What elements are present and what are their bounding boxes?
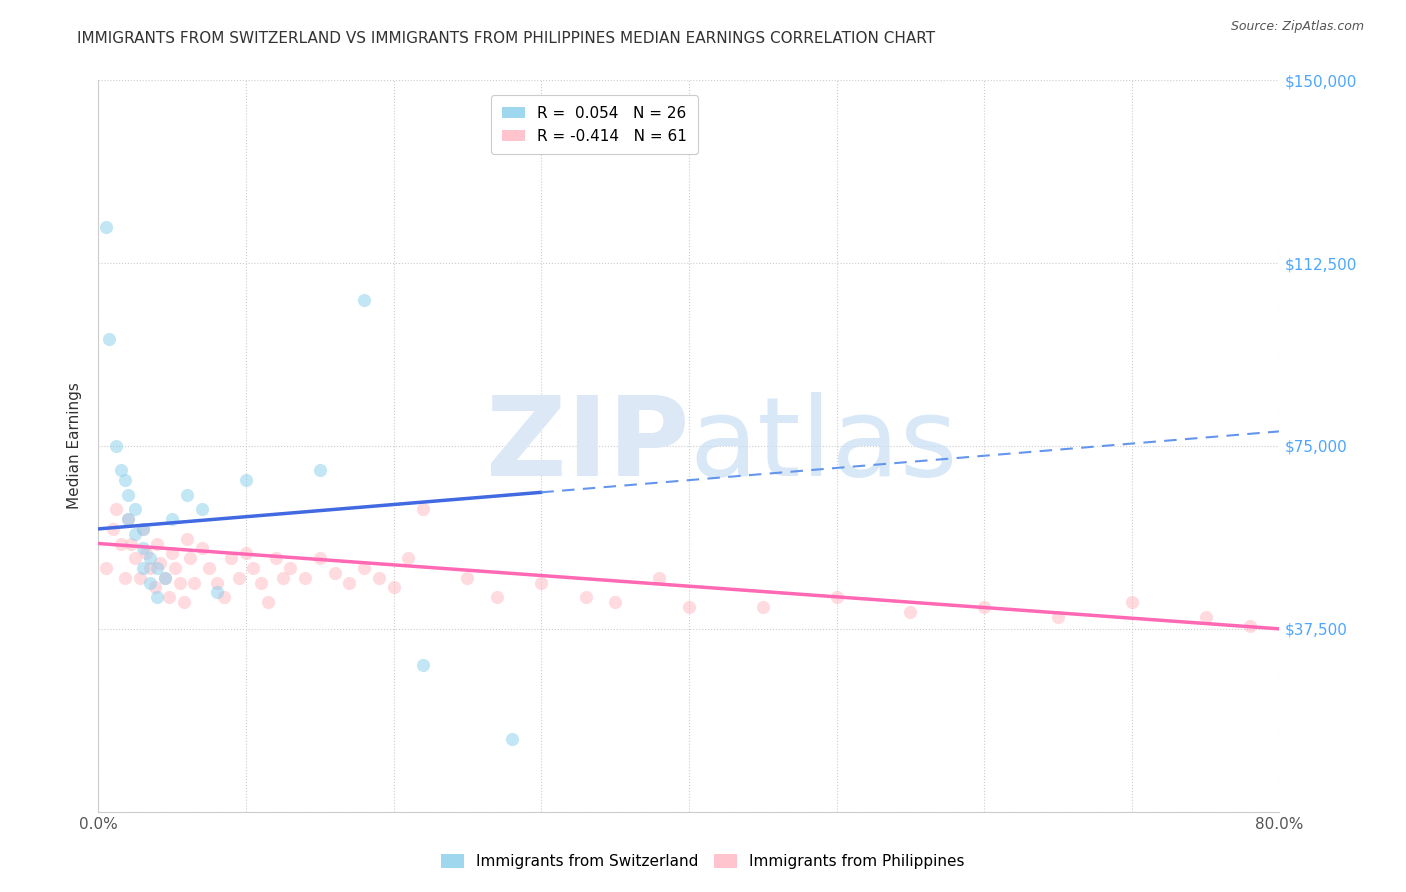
Point (128, 571, 150, 585)
Point (1046, 609, 1070, 624)
Legend: Immigrants from Switzerland, Immigrants from Philippines: Immigrants from Switzerland, Immigrants … (436, 848, 970, 875)
Point (135, 546, 157, 560)
Point (678, 599, 700, 614)
Point (973, 599, 995, 614)
Text: atlas: atlas (689, 392, 957, 500)
Point (139, 561, 162, 575)
Point (191, 541, 214, 556)
Point (146, 590, 169, 604)
Point (530, 575, 553, 590)
Point (165, 561, 187, 575)
Point (139, 551, 162, 566)
Point (752, 599, 775, 614)
Point (368, 571, 391, 585)
Point (205, 585, 228, 599)
Point (250, 575, 273, 590)
Y-axis label: Median Earnings: Median Earnings (67, 383, 83, 509)
Point (648, 571, 671, 585)
Point (132, 522, 155, 536)
Text: IMMIGRANTS FROM SWITZERLAND VS IMMIGRANTS FROM PHILIPPINES MEDIAN EARNINGS CORRE: IMMIGRANTS FROM SWITZERLAND VS IMMIGRANT… (77, 31, 935, 46)
Point (205, 575, 228, 590)
Point (139, 575, 162, 590)
Point (114, 571, 136, 585)
Point (382, 581, 405, 595)
Legend: R =  0.054   N = 26, R = -0.414   N = 61: R = 0.054 N = 26, R = -0.414 N = 61 (491, 95, 697, 154)
Point (146, 561, 169, 575)
Point (183, 575, 205, 590)
Point (153, 571, 176, 585)
Text: Source: ZipAtlas.com: Source: ZipAtlas.com (1230, 20, 1364, 33)
Point (309, 463, 332, 477)
Point (501, 731, 523, 746)
Point (486, 590, 509, 604)
Point (457, 571, 479, 585)
Point (575, 590, 598, 604)
Point (132, 561, 155, 575)
Point (339, 575, 361, 590)
Point (110, 463, 132, 477)
Point (173, 595, 195, 609)
Point (412, 502, 434, 516)
Point (110, 536, 132, 550)
Point (271, 571, 294, 585)
Text: ZIP: ZIP (485, 392, 689, 500)
Point (235, 473, 257, 487)
Point (117, 512, 139, 526)
Point (120, 536, 142, 550)
Point (124, 526, 146, 541)
Point (153, 571, 176, 585)
Point (212, 590, 235, 604)
Point (94, 561, 117, 575)
Point (294, 571, 316, 585)
Point (179, 551, 201, 566)
Point (146, 536, 169, 550)
Point (280, 561, 302, 575)
Point (242, 561, 264, 575)
Point (124, 551, 146, 566)
Point (149, 556, 172, 570)
Point (264, 551, 287, 566)
Point (228, 571, 250, 585)
Point (198, 561, 221, 575)
Point (117, 512, 139, 526)
Point (124, 502, 146, 516)
Point (143, 581, 166, 595)
Point (132, 541, 155, 556)
Point (162, 546, 183, 560)
Point (105, 439, 128, 453)
Point (323, 566, 346, 580)
Point (176, 532, 198, 546)
Point (221, 551, 243, 566)
Point (191, 502, 214, 516)
Point (353, 561, 375, 575)
Point (900, 605, 922, 619)
Point (1239, 619, 1261, 633)
Point (1195, 609, 1218, 624)
Point (605, 595, 627, 609)
Point (398, 551, 420, 566)
Point (412, 658, 434, 673)
Point (1121, 595, 1143, 609)
Point (162, 512, 183, 526)
Point (257, 595, 280, 609)
Point (105, 502, 128, 516)
Point (157, 590, 180, 604)
Point (103, 522, 125, 536)
Point (235, 546, 257, 560)
Point (132, 522, 155, 536)
Point (169, 575, 191, 590)
Point (309, 551, 332, 566)
Point (94, 219, 117, 234)
Point (825, 590, 848, 604)
Point (176, 488, 198, 502)
Point (97, 332, 120, 346)
Point (114, 473, 136, 487)
Point (353, 293, 375, 307)
Point (117, 488, 139, 502)
